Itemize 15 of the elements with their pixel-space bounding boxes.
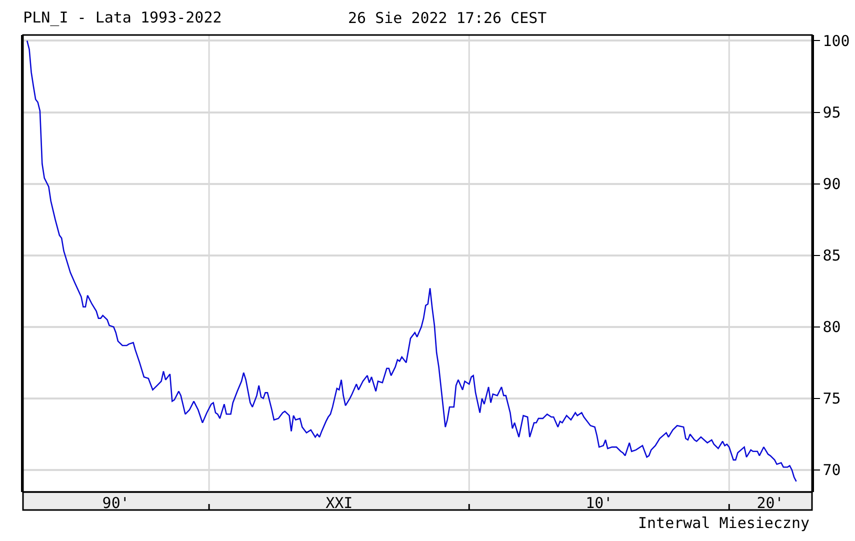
y-tick-label: 85	[822, 246, 841, 265]
y-tick-label: 95	[822, 104, 841, 122]
chart-title: PLN_I - Lata 1993-2022	[23, 8, 222, 26]
text: Interwal Miesieczny	[638, 514, 810, 532]
x-tick-label: 10'	[586, 494, 613, 512]
y-tick-label: 70	[822, 461, 841, 480]
x-tick-label: 90'	[102, 494, 130, 512]
y-tick-label: 100	[822, 32, 850, 50]
y-tick-label: 90	[822, 175, 841, 194]
y-tick-label: 75	[822, 390, 841, 408]
y-tick-label: 80	[822, 318, 841, 336]
chart-subtitle: 26 Sie 2022 17:26 CEST	[348, 9, 547, 27]
x-tick-label: XXI	[326, 494, 353, 512]
line-series	[26, 40, 797, 482]
x-tick-label: 20'	[756, 494, 784, 512]
